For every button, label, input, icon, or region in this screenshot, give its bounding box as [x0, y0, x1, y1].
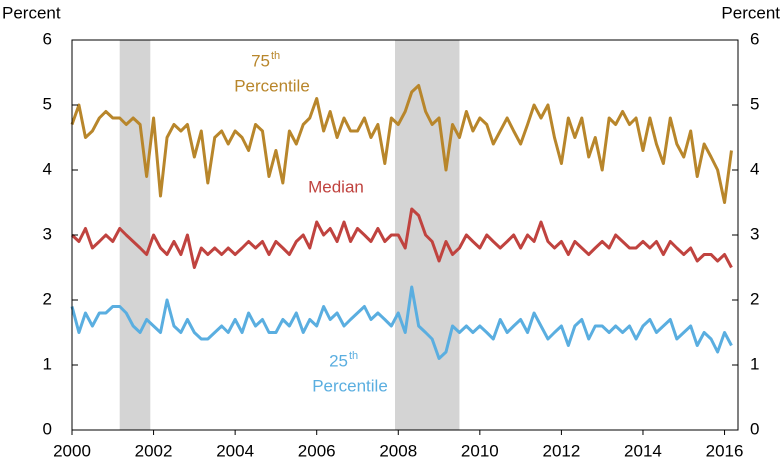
- y-tick-label: 0: [43, 419, 52, 438]
- annotation-number: 75: [251, 51, 270, 70]
- x-tick-label: 2010: [461, 441, 499, 460]
- x-tick-label: 2014: [624, 441, 662, 460]
- y2-tick-label: 3: [750, 224, 759, 243]
- y-axis-title: Percent: [2, 3, 61, 22]
- y2-tick-label: 2: [750, 289, 759, 308]
- y-tick-label: 5: [43, 94, 52, 113]
- annotation-label: Percentile: [312, 376, 388, 395]
- y-tick-label: 6: [43, 29, 52, 48]
- series-line: [70, 207, 733, 269]
- x-tick-label: 2008: [379, 441, 417, 460]
- annotation-ordinal: th: [349, 350, 358, 362]
- x-tick-label: 2002: [135, 441, 173, 460]
- x-tick-label: 2016: [706, 441, 744, 460]
- y-tick-label: 2: [43, 289, 52, 308]
- y2-tick-label: 0: [750, 419, 759, 438]
- x-tick-label: 2012: [542, 441, 580, 460]
- x-tick-label: 2000: [53, 441, 91, 460]
- annotation-label: Percentile: [234, 76, 310, 95]
- lines-layer: [70, 84, 733, 360]
- y2-tick-label: 6: [750, 29, 759, 48]
- y-tick-label: 1: [43, 354, 52, 373]
- series-line: [70, 285, 733, 360]
- x-tick-label: 2004: [216, 441, 254, 460]
- y-tick-label: 3: [43, 224, 52, 243]
- annotation-ordinal: th: [271, 50, 280, 62]
- y-tick-label: 4: [43, 159, 52, 178]
- y2-tick-label: 1: [750, 354, 759, 373]
- annotation-label: Median: [308, 177, 364, 196]
- annotation-number: 25: [329, 351, 348, 370]
- y2-axis-title: Percent: [721, 3, 780, 22]
- series-line: [70, 84, 733, 204]
- y2-tick-label: 4: [750, 159, 759, 178]
- y2-tick-label: 5: [750, 94, 759, 113]
- x-tick-label: 2006: [298, 441, 336, 460]
